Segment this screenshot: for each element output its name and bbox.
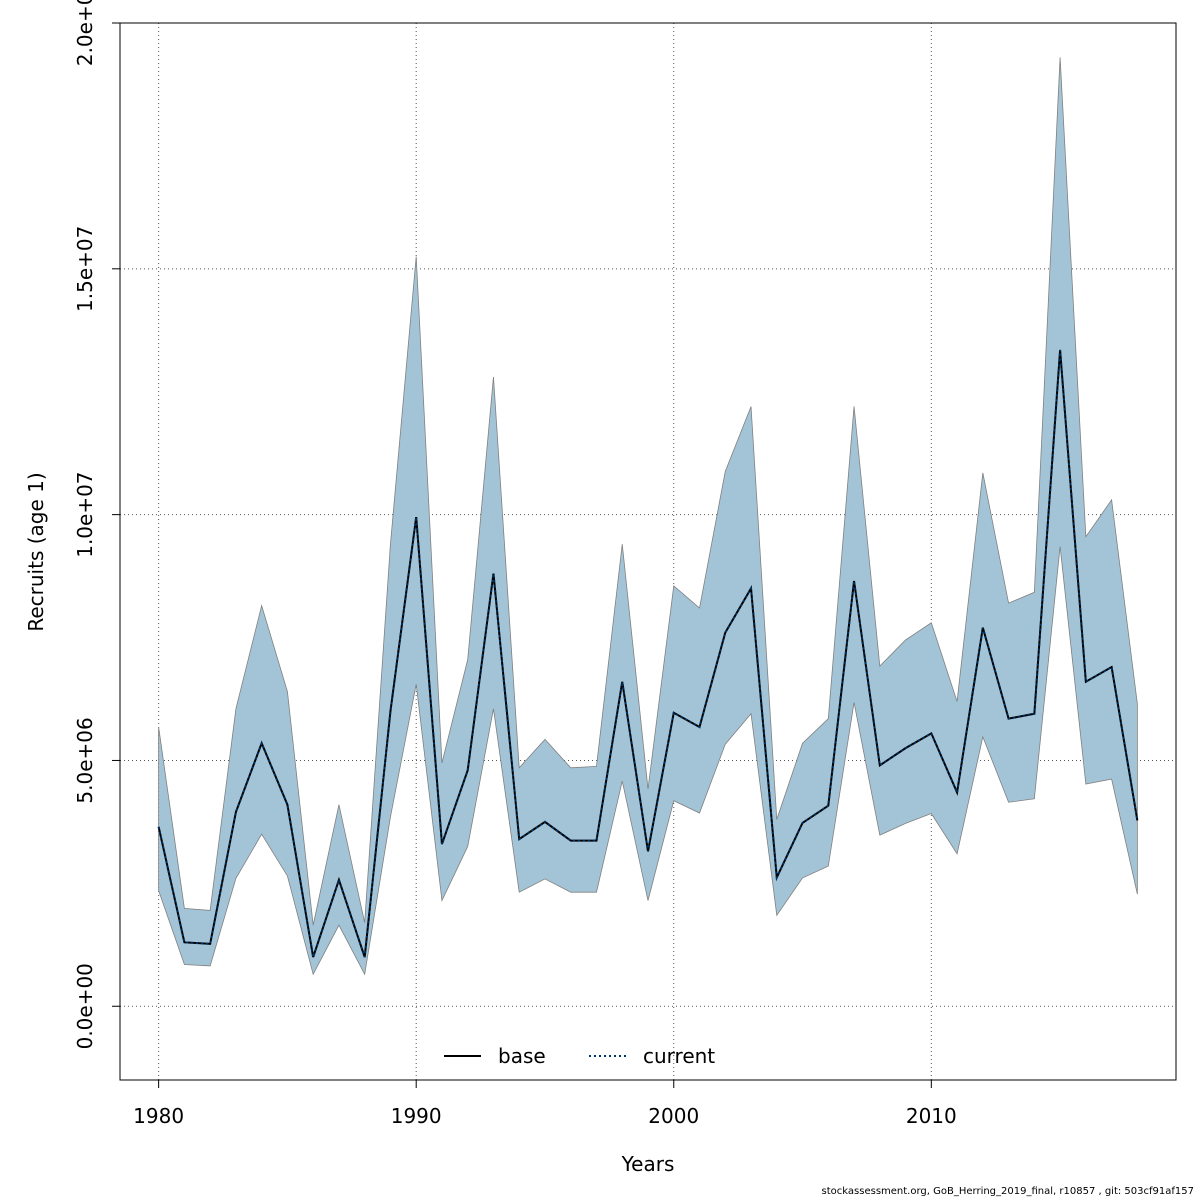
plot-frame	[119, 22, 1177, 1081]
y-tick-label: 0.0e+00	[73, 963, 97, 1049]
grid-lines	[120, 22, 1176, 1080]
x-axis: 1980 1990 2000 2010	[133, 1079, 957, 1128]
x-tick-label: 2010	[906, 1104, 957, 1128]
x-tick-label: 1980	[133, 1104, 184, 1128]
y-tick-label: 2.0e+07	[73, 0, 97, 66]
x-tick-label: 1990	[391, 1104, 442, 1128]
series-line-current	[157, 349, 1139, 958]
legend: base current	[444, 1044, 715, 1068]
y-axis: 0.0e+00 5.0e+06 1.0e+07 1.5e+07 2.0e+07	[73, 0, 121, 1049]
x-axis-title: Years	[621, 1152, 675, 1176]
y-tick-label: 1.5e+07	[73, 226, 97, 312]
legend-label-base: base	[498, 1044, 546, 1068]
legend-label-current: current	[643, 1044, 715, 1068]
y-tick-label: 5.0e+06	[73, 717, 97, 803]
confidence-band	[158, 57, 1138, 976]
y-tick-label: 1.0e+07	[73, 471, 97, 557]
footer-credit: stockassessment.org, GoB_Herring_2019_fi…	[821, 1186, 1194, 1197]
y-axis-title: Recruits (age 1)	[24, 472, 48, 631]
x-tick-label: 2000	[648, 1104, 699, 1128]
